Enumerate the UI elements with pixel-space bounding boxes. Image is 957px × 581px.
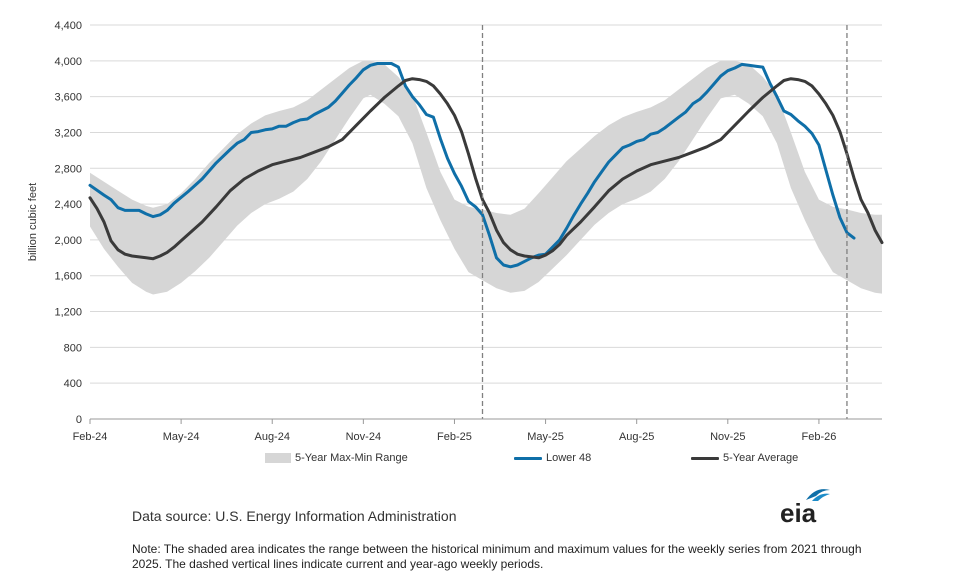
x-tick-label: Feb-25 bbox=[437, 431, 472, 443]
eia-logo-text: eia bbox=[780, 498, 817, 526]
chart-svg: 0 400 800 1,200 1,600 2,000 2,400 2,800 3,200 3,6… bbox=[27, 20, 884, 443]
range-band bbox=[90, 60, 882, 295]
x-tick-label: May-25 bbox=[527, 431, 564, 443]
y-tick-label: 800 bbox=[64, 342, 82, 354]
data-source: Data source: U.S. Energy Information Adm… bbox=[132, 508, 457, 524]
y-tick-label: 2,000 bbox=[54, 235, 82, 247]
legend-swatch-average bbox=[691, 456, 719, 460]
y-tick-label: 2,400 bbox=[54, 199, 82, 211]
legend-label-average: 5-Year Average bbox=[723, 452, 799, 464]
y-tick-label: 3,600 bbox=[54, 92, 82, 104]
y-tick-label: 0 bbox=[76, 414, 82, 426]
x-axis-ticks: Feb-24 May-24 Aug-24 Nov-24 Feb-25 May-25 Aug-… bbox=[73, 419, 836, 443]
y-tick-label: 400 bbox=[64, 378, 82, 390]
five-year-average-line bbox=[88, 77, 884, 261]
x-tick-label: Feb-24 bbox=[73, 431, 108, 443]
x-tick-label: Feb-26 bbox=[801, 431, 836, 443]
legend-swatch-lower48 bbox=[514, 456, 542, 460]
legend-label-lower48: Lower 48 bbox=[546, 452, 592, 464]
y-tick-label: 1,600 bbox=[54, 271, 82, 283]
y-tick-label: 3,200 bbox=[54, 127, 82, 139]
legend: 5-Year Max-Min Range Lower 48 5-Year Ave… bbox=[0, 452, 957, 468]
legend-item-lower48: Lower 48 bbox=[514, 452, 591, 464]
series-lines bbox=[88, 62, 884, 269]
current-period-lines bbox=[481, 25, 848, 419]
chart-note: Note: The shaded area indicates the rang… bbox=[132, 542, 862, 571]
y-axis-ticks: 0 400 800 1,200 1,600 2,000 2,400 2,800 3,200 3,6… bbox=[54, 20, 82, 426]
legend-item-range: 5-Year Max-Min Range bbox=[265, 452, 408, 464]
y-tick-label: 4,000 bbox=[54, 56, 82, 68]
eia-logo-swoosh-outer bbox=[806, 489, 830, 500]
eia-logo: eia bbox=[780, 489, 830, 526]
x-tick-label: Nov-25 bbox=[710, 431, 745, 443]
y-tick-label: 1,200 bbox=[54, 307, 82, 319]
y-axis-label: billion cubic feet bbox=[27, 183, 39, 261]
x-tick-label: Aug-24 bbox=[254, 431, 289, 443]
y-tick-label: 2,800 bbox=[54, 163, 82, 175]
legend-item-average: 5-Year Average bbox=[691, 452, 798, 464]
legend-label-range: 5-Year Max-Min Range bbox=[295, 452, 408, 464]
x-tick-label: Aug-25 bbox=[619, 431, 654, 443]
eia-logo-swoosh-inner bbox=[812, 493, 830, 501]
y-tick-label: 4,400 bbox=[54, 20, 82, 32]
lower-48-line bbox=[88, 62, 856, 269]
legend-swatch-range bbox=[265, 453, 291, 463]
x-tick-label: Nov-24 bbox=[346, 431, 381, 443]
range-band-group bbox=[90, 60, 882, 295]
x-tick-label: May-24 bbox=[163, 431, 200, 443]
